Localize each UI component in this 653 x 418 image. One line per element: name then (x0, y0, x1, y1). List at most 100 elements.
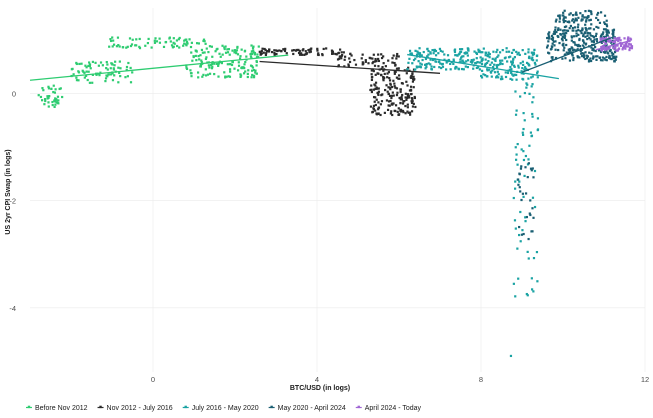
data-point (556, 28, 560, 32)
data-point (523, 174, 526, 178)
data-point (47, 87, 51, 90)
data-point (590, 52, 593, 55)
data-point (518, 180, 521, 183)
data-point (509, 77, 512, 81)
data-point (388, 79, 392, 82)
data-point (416, 54, 419, 57)
data-point (221, 44, 224, 47)
data-point (257, 45, 260, 48)
data-point (563, 34, 566, 37)
data-point (587, 32, 590, 35)
data-point (201, 51, 204, 54)
data-point (573, 26, 577, 29)
legend-marker-swatch (27, 405, 31, 409)
data-point (630, 45, 633, 48)
data-point (131, 38, 134, 41)
data-point (584, 51, 587, 54)
data-point (522, 112, 525, 115)
series-1-points (258, 47, 417, 117)
data-point (548, 52, 551, 55)
data-point (531, 51, 534, 54)
data-point (601, 45, 604, 48)
data-point (606, 51, 609, 54)
data-point (340, 57, 343, 60)
data-point (562, 21, 565, 24)
data-point (532, 51, 535, 54)
data-point (614, 46, 617, 49)
data-point (529, 199, 532, 202)
data-point (595, 40, 599, 43)
data-point (599, 38, 602, 41)
data-point (72, 73, 75, 76)
data-point (458, 48, 462, 51)
data-point (452, 60, 455, 63)
data-point (112, 67, 115, 70)
data-point (492, 66, 495, 69)
data-point (207, 51, 210, 54)
data-point (479, 51, 482, 54)
data-point (496, 55, 499, 59)
data-point (602, 31, 605, 34)
data-point (449, 68, 452, 71)
data-point (409, 76, 412, 79)
data-point (254, 71, 257, 74)
data-point (121, 46, 124, 49)
data-point (564, 19, 567, 23)
data-point (605, 25, 609, 28)
data-point (238, 57, 242, 60)
data-point (557, 14, 560, 17)
data-point (99, 61, 103, 64)
data-point (395, 67, 399, 70)
data-point (125, 46, 128, 49)
data-point (395, 55, 398, 58)
data-point (138, 47, 142, 50)
data-point (624, 47, 627, 50)
data-point (597, 11, 600, 15)
data-point (524, 220, 527, 223)
data-point (585, 28, 588, 31)
data-point (192, 55, 195, 59)
data-point (524, 154, 528, 158)
data-point (399, 90, 402, 93)
data-point (218, 52, 221, 55)
data-point (516, 247, 519, 250)
data-point (590, 59, 593, 63)
data-point (264, 53, 267, 57)
data-point (48, 94, 51, 98)
data-point (587, 27, 591, 30)
data-point (273, 53, 276, 56)
data-point (536, 70, 539, 73)
data-point (577, 29, 580, 32)
data-point (588, 51, 591, 54)
data-point (551, 58, 554, 61)
data-point (485, 61, 489, 65)
data-point (189, 69, 192, 72)
data-point (372, 70, 375, 73)
trend-line-3 (521, 36, 613, 73)
data-point (337, 51, 340, 54)
data-point (216, 47, 219, 50)
data-point (425, 65, 428, 69)
data-point (421, 58, 424, 62)
data-point (590, 46, 593, 49)
data-point (564, 16, 567, 19)
data-point (331, 52, 334, 55)
data-point (57, 102, 60, 105)
data-point (429, 51, 432, 54)
data-point (423, 63, 427, 66)
data-point (590, 23, 593, 26)
data-point (370, 73, 373, 76)
data-point (459, 50, 463, 53)
data-point (545, 46, 549, 49)
data-point (521, 131, 524, 134)
data-point (609, 48, 612, 52)
data-point (217, 75, 220, 78)
data-point (594, 49, 597, 53)
data-point (480, 63, 484, 66)
data-point (285, 52, 288, 55)
data-point (484, 58, 487, 61)
data-point (512, 196, 515, 200)
data-point (147, 37, 150, 41)
data-point (417, 60, 420, 63)
data-point (535, 54, 539, 58)
